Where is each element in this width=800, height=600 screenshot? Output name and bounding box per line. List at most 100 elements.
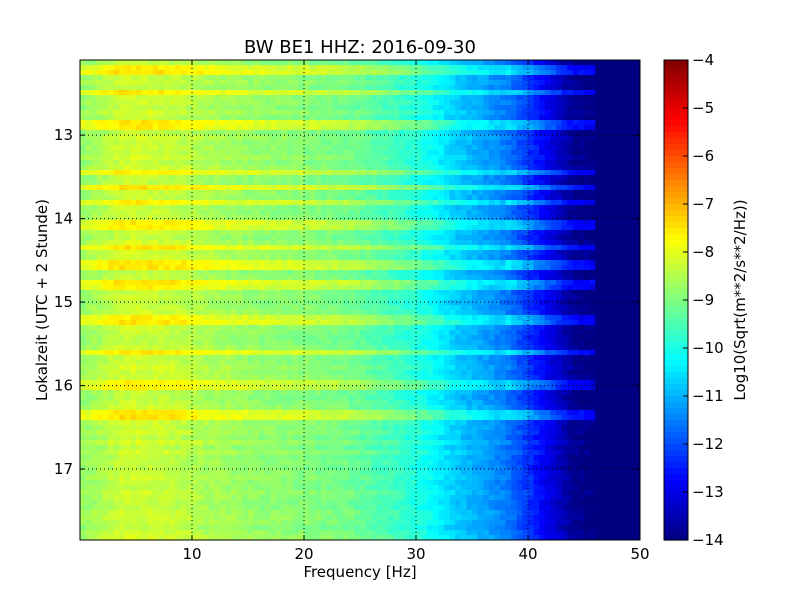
- spectrogram-cell: [192, 135, 199, 141]
- spectrogram-cell: [623, 225, 630, 231]
- spectrogram-cell: [326, 265, 333, 271]
- spectrogram-cell: [354, 65, 361, 71]
- spectrogram-cell: [376, 120, 383, 126]
- spectrogram-cell: [567, 110, 574, 116]
- spectrogram-cell: [556, 145, 563, 151]
- spectrogram-cell: [169, 160, 176, 166]
- spectrogram-cell: [242, 155, 249, 161]
- spectrogram-cell: [438, 245, 445, 251]
- spectrogram-cell: [606, 195, 613, 201]
- spectrogram-cell: [85, 225, 92, 231]
- spectrogram-cell: [180, 140, 187, 146]
- spectrogram-cell: [449, 165, 456, 171]
- spectrogram-cell: [382, 230, 389, 236]
- spectrogram-cell: [108, 180, 115, 186]
- spectrogram-cell: [494, 295, 501, 301]
- spectrogram-cell: [606, 130, 613, 136]
- spectrogram-cell: [315, 285, 322, 291]
- spectrogram-cell: [393, 125, 400, 131]
- spectrogram-cell: [164, 180, 171, 186]
- spectrogram-cell: [197, 85, 204, 91]
- spectrogram-cell: [186, 215, 193, 221]
- spectrogram-cell: [91, 85, 98, 91]
- spectrogram-cell: [505, 145, 512, 151]
- spectrogram-cell: [259, 205, 266, 211]
- spectrogram-cell: [354, 225, 361, 231]
- spectrogram-cell: [488, 270, 495, 276]
- spectrogram-cell: [444, 225, 451, 231]
- spectrogram-cell: [113, 145, 120, 151]
- spectrogram-cell: [455, 190, 462, 196]
- spectrogram-cell: [360, 285, 367, 291]
- spectrogram-cell: [460, 260, 467, 266]
- spectrogram-cell: [600, 65, 607, 71]
- spectrogram-cell: [399, 225, 406, 231]
- spectrogram-cell: [136, 295, 143, 301]
- spectrogram-cell: [483, 235, 490, 241]
- spectrogram-cell: [186, 270, 193, 276]
- spectrogram-cell: [130, 265, 137, 271]
- spectrogram-cell: [556, 305, 563, 311]
- spectrogram-cell: [281, 280, 288, 286]
- spectrogram-cell: [634, 90, 640, 96]
- spectrogram-cell: [460, 230, 467, 236]
- spectrogram-cell: [281, 90, 288, 96]
- spectrogram-cell: [544, 260, 551, 266]
- spectrogram-cell: [634, 260, 640, 266]
- spectrogram-cell: [141, 290, 148, 296]
- spectrogram-cell: [231, 75, 238, 81]
- spectrogram-cell: [623, 115, 630, 121]
- spectrogram-cell: [388, 255, 395, 261]
- spectrogram-cell: [264, 270, 271, 276]
- spectrogram-cell: [600, 120, 607, 126]
- spectrogram-cell: [393, 150, 400, 156]
- spectrogram-cell: [203, 195, 210, 201]
- spectrogram-cell: [320, 210, 327, 216]
- spectrogram-cell: [348, 275, 355, 281]
- spectrogram-cell: [130, 60, 137, 66]
- spectrogram-cell: [304, 185, 311, 191]
- spectrogram-cell: [578, 250, 585, 256]
- spectrogram-cell: [298, 125, 305, 131]
- spectrogram-cell: [304, 265, 311, 271]
- spectrogram-cell: [208, 235, 215, 241]
- spectrogram-cell: [264, 280, 271, 286]
- spectrogram-cell: [477, 175, 484, 181]
- spectrogram-cell: [231, 165, 238, 171]
- spectrogram-cell: [113, 170, 120, 176]
- spectrogram-cell: [528, 285, 535, 291]
- spectrogram-cell: [259, 220, 266, 226]
- spectrogram-cell: [96, 245, 103, 251]
- spectrogram-cell: [175, 285, 182, 291]
- spectrogram-cell: [315, 225, 322, 231]
- spectrogram-cell: [421, 240, 428, 246]
- spectrogram-cell: [416, 65, 423, 71]
- spectrogram-cell: [152, 125, 159, 131]
- spectrogram-cell: [332, 265, 339, 271]
- spectrogram-cell: [416, 260, 423, 266]
- spectrogram-cell: [292, 160, 299, 166]
- spectrogram-cell: [220, 255, 227, 261]
- spectrogram-cell: [399, 135, 406, 141]
- spectrogram-cell: [567, 270, 574, 276]
- spectrogram-cell: [298, 195, 305, 201]
- spectrogram-cell: [141, 230, 148, 236]
- spectrogram-cell: [544, 245, 551, 251]
- spectrogram-cell: [567, 265, 574, 271]
- spectrogram-cell: [281, 75, 288, 81]
- spectrogram-cell: [550, 235, 557, 241]
- spectrogram-cell: [320, 305, 327, 311]
- spectrogram-cell: [130, 245, 137, 251]
- spectrogram-cell: [175, 115, 182, 121]
- spectrogram-cell: [399, 65, 406, 71]
- spectrogram-cell: [287, 245, 294, 251]
- spectrogram-cell: [634, 190, 640, 196]
- spectrogram-cell: [332, 275, 339, 281]
- spectrogram-cell: [315, 160, 322, 166]
- spectrogram-cell: [606, 115, 613, 121]
- spectrogram-cell: [449, 290, 456, 296]
- spectrogram-cell: [600, 215, 607, 221]
- spectrogram-cell: [281, 115, 288, 121]
- spectrogram-cell: [96, 180, 103, 186]
- spectrogram-cell: [242, 100, 249, 106]
